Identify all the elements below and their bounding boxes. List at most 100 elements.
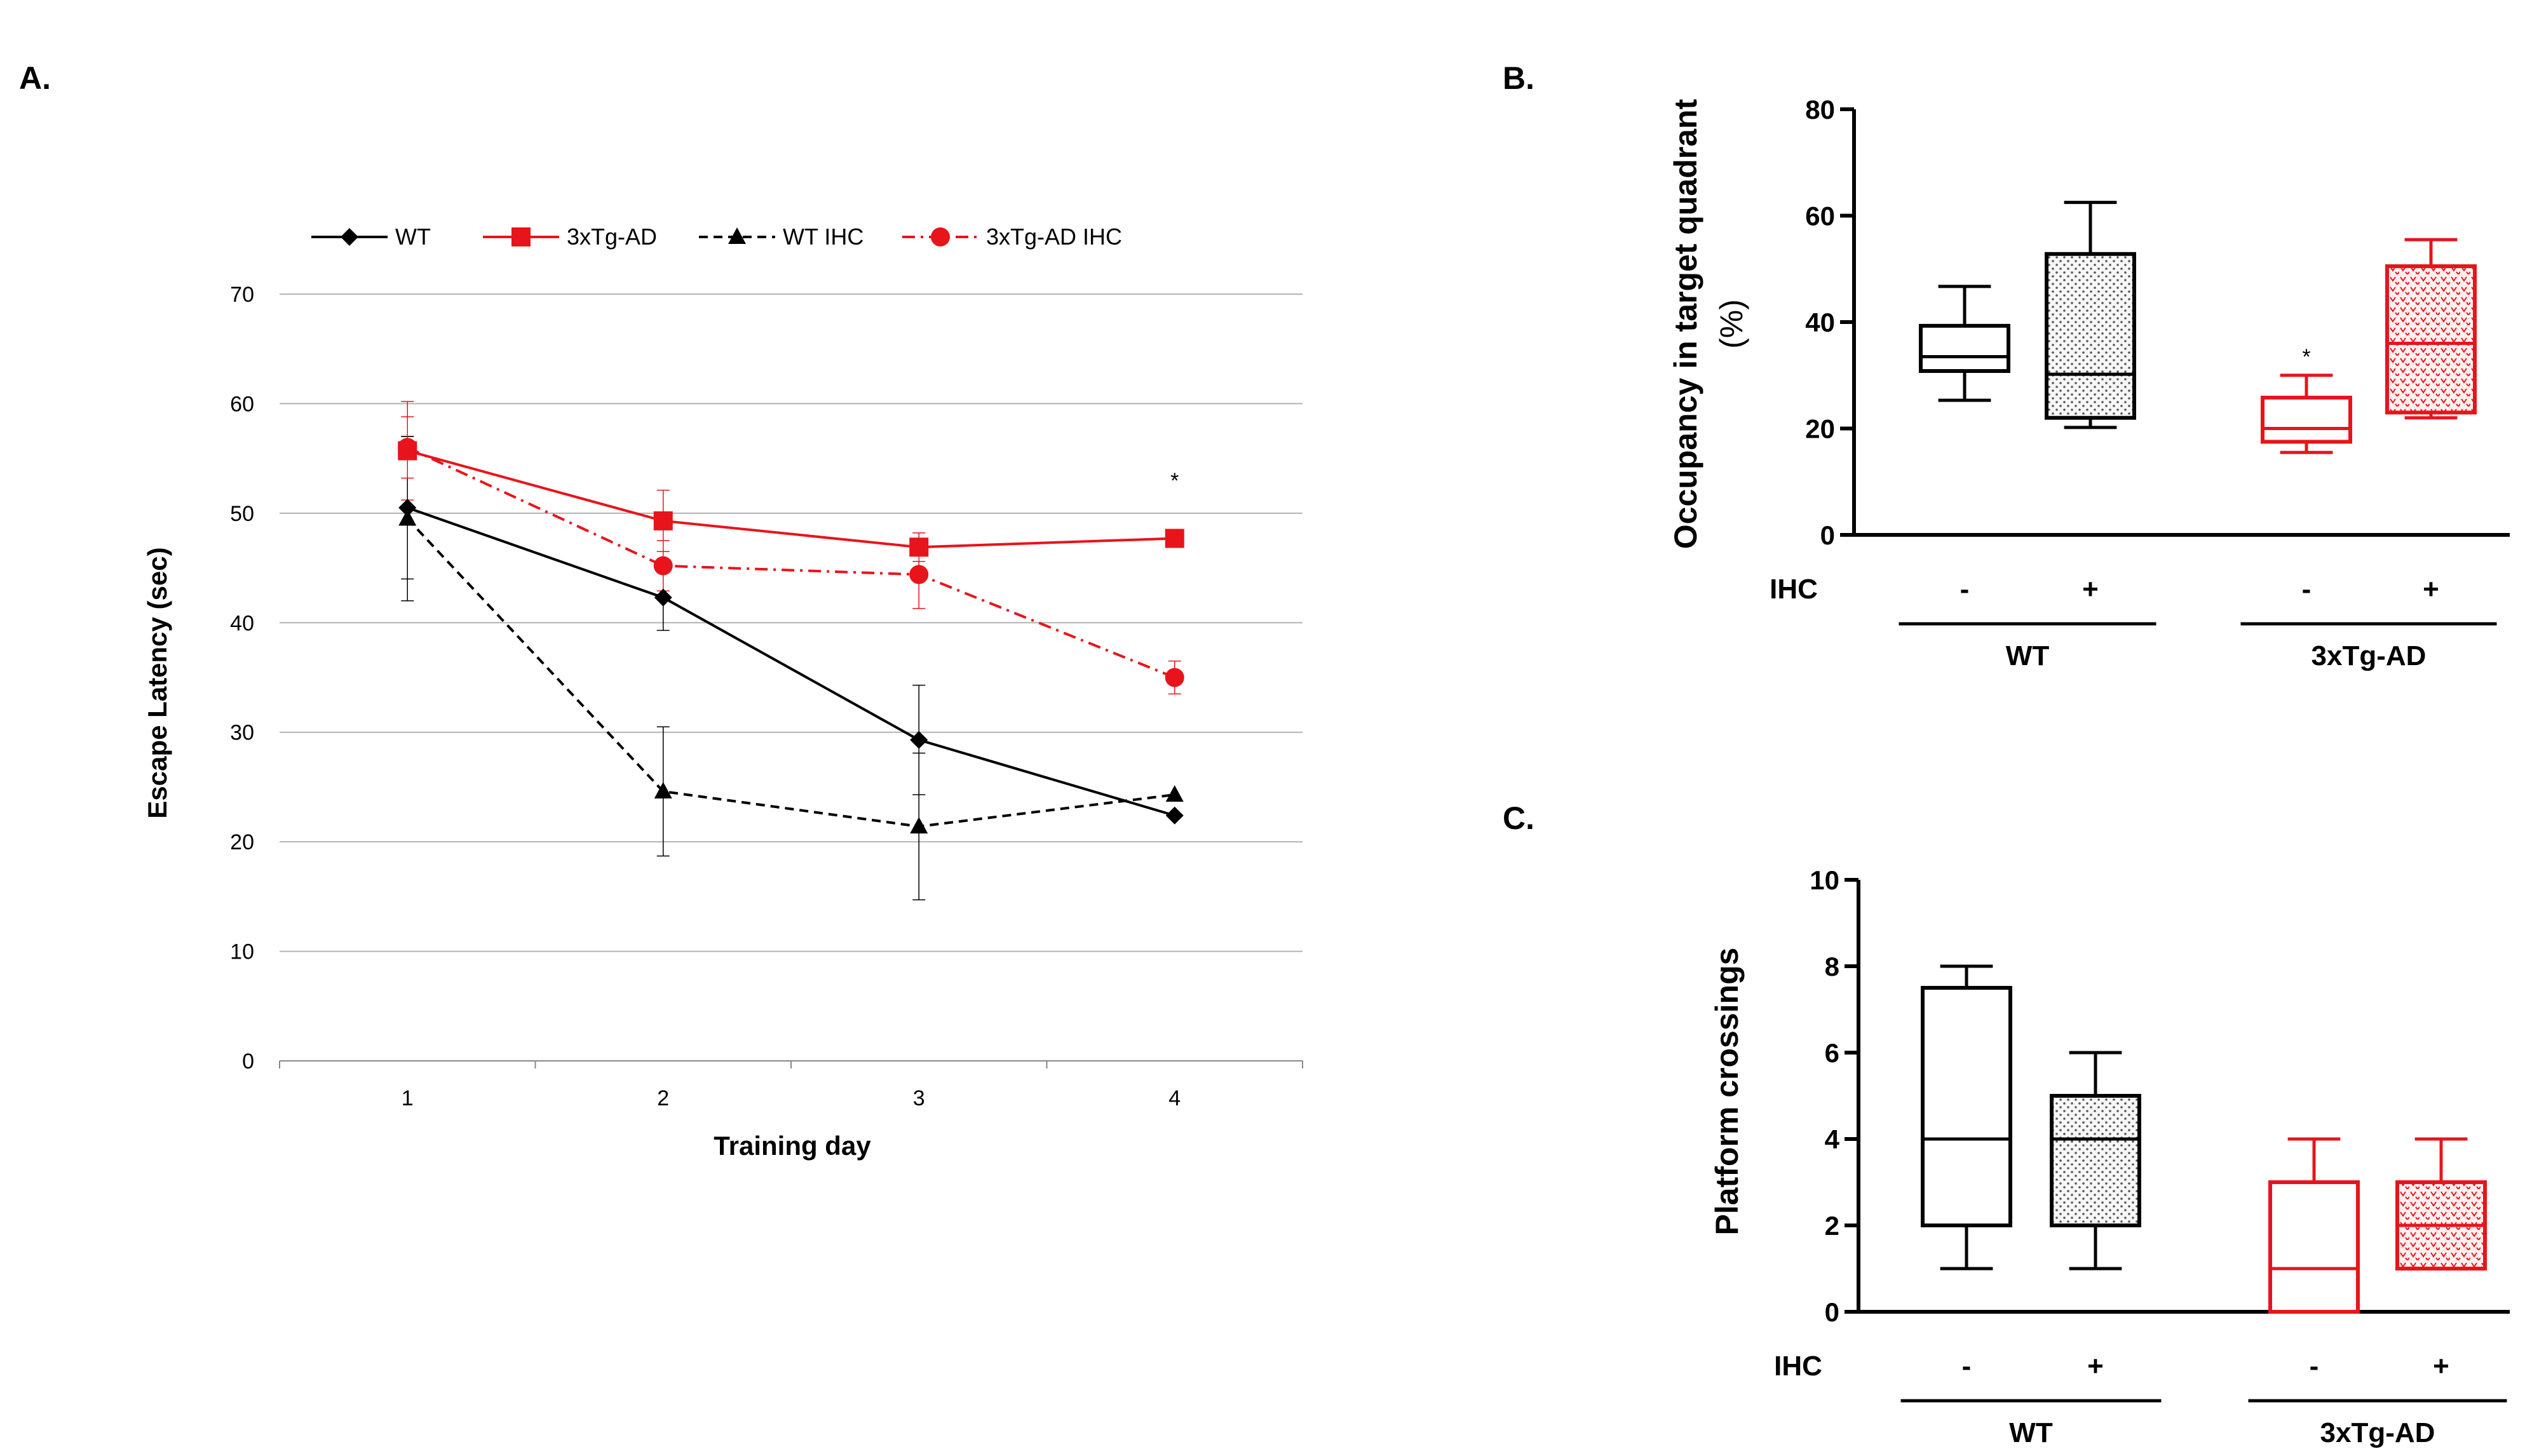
a-x-tick-labels: 1 2 3 4 [402,1086,1181,1110]
a-marker-3xtg-ad-ihc [1165,668,1184,687]
c-y-tick-label: 6 [1825,1038,1839,1068]
legend-label-wt-ihc: WT IHC [783,224,863,250]
c-box-3xtg-ad-ihc-minus-iqr-box [2268,1180,2360,1314]
legend-marker-wt [341,228,358,246]
c-y-axis-title: Platform crossings [1709,948,1745,1236]
a-y-tick-label: 60 [230,392,254,416]
c-y-tick-label: 10 [1810,865,1839,895]
a-y-tick-label: 30 [230,721,254,745]
c-box-wt-ihc-minus-iqr-box [1921,986,2012,1227]
panel-a-line-chart: 0 10 20 30 40 50 60 70 1 2 3 4 WT 3xTg-AD WT IHC 3xTg… [142,224,1303,1161]
b-y-tick-labels: 0 20 40 60 80 [1805,95,1835,550]
c-y-tick-labels: 0 2 4 6 8 10 [1810,865,1839,1327]
a-series-lines [406,446,1175,828]
b-ihc-sign: + [2423,574,2439,605]
c-y-tick-label: 4 [1825,1124,1840,1154]
c-y-axis [1845,878,2510,1314]
b-box-3xtg-ad-ihc-minus-iqr-box [2261,395,2352,444]
a-x-tick-label: 4 [1168,1086,1181,1110]
b-significance-star: * [2302,345,2310,369]
b-y-tick-label: 60 [1805,201,1835,231]
panel-c-label: C. [1503,800,1534,836]
b-y-tick-label: 40 [1805,307,1835,337]
legend-marker-3xtg-ad-ihc [931,227,950,246]
b-y-axis-title-line1: Occupancy in target quadrant [1668,98,1703,549]
a-marker-3xtg-ad-ihc [909,565,929,584]
legend-marker-wt-ihc [728,227,746,244]
a-marker-wt-ihc [910,817,928,834]
a-y-tick-labels: 0 10 20 30 40 50 60 70 [230,283,254,1074]
a-series-markers [398,438,1184,834]
b-ihc-sign: - [1960,574,1970,605]
b-group-label-wt: WT [2006,640,2050,671]
a-marker-3xtg-ad-ihc [653,556,673,576]
a-marker-3xtg-ad-ihc [398,438,417,457]
a-error-bars [401,401,1181,901]
a-significance-star: * [1170,469,1179,493]
b-y-tick-label: 80 [1805,95,1835,125]
a-marker-wt [1165,806,1184,825]
c-ihc-sign: + [2087,1351,2104,1382]
a-y-tick-label: 20 [230,830,254,854]
legend-marker-3xtg-ad [511,227,531,246]
b-y-tick-label: 20 [1805,414,1835,444]
c-ihc-sign: - [1962,1351,1972,1382]
c-boxes [1921,964,2487,1314]
c-ihc-row-label: IHC [1774,1351,1822,1382]
a-series-line-wt-ihc [406,518,1175,828]
b-box-3xtg-ad-ihc-plus-iqr-box [2385,264,2477,415]
a-marker-3xtg-ad [653,511,673,530]
a-marker-wt [654,588,672,607]
a-y-tick-label: 0 [242,1049,254,1074]
b-boxes [1919,201,2477,454]
b-ihc-row: IHC - + - + [1770,574,2439,605]
b-group-label-3xtg-ad: 3xTg-AD [2312,640,2427,671]
a-marker-3xtg-ad [909,537,929,557]
a-y-tick-label: 40 [230,611,254,635]
legend-label-3xtg-ad-ihc: 3xTg-AD IHC [986,224,1122,250]
a-marker-wt-ihc [1165,785,1184,802]
a-series-line-3xtg-ad-ihc [407,446,1175,679]
a-marker-wt [398,499,417,517]
b-y-axis-title-line2: (%) [1714,299,1749,349]
c-group-label-wt: WT [2009,1417,2053,1448]
b-y-tick-label: 0 [1820,520,1835,550]
a-series-line-wt [407,506,1175,817]
c-box-wt-ihc-plus-iqr-box [2050,1094,2141,1227]
panel-b-box-plot: 0 20 40 60 80 IHC - + - + WT 3xTg-AD * Occupancy … [1668,95,2510,671]
b-ihc-row-label: IHC [1770,574,1818,605]
c-ihc-row: IHC - + - + [1774,1351,2449,1382]
c-y-tick-label: 2 [1825,1211,1839,1241]
a-axes [279,1060,1303,1068]
b-group-labels: WT 3xTg-AD [1899,622,2497,671]
c-y-tick-label: 8 [1825,952,1839,981]
b-ihc-sign: + [2082,574,2099,605]
a-y-tick-label: 50 [230,502,254,526]
a-marker-wt-ihc [654,781,672,799]
a-legend: WT 3xTg-AD WT IHC 3xTg-AD IHC [311,224,1122,250]
a-x-tick-label: 3 [913,1086,925,1110]
a-marker-wt-ihc [398,509,417,526]
panel-b-label: B. [1503,60,1534,96]
legend-label-wt: WT [395,224,431,250]
c-group-labels: WT 3xTg-AD [1900,1399,2507,1448]
b-box-wt-ihc-minus-iqr-box [1919,323,2010,374]
a-x-axis-title: Training day [714,1131,871,1161]
panel-c-box-plot: 0 2 4 6 8 10 IHC - + - + WT 3xTg-AD Platform cross… [1709,865,2510,1448]
b-box-wt-ihc-plus-iqr-box [2045,252,2136,420]
a-gridlines [280,293,1303,952]
a-y-tick-label: 70 [230,283,254,307]
panel-a-label: A. [19,60,51,96]
c-group-label-3xtg-ad: 3xTg-AD [2320,1417,2435,1448]
b-ihc-sign: - [2302,574,2312,605]
a-x-tick-label: 2 [657,1086,669,1110]
a-y-tick-label: 10 [230,940,254,964]
b-y-axis [1840,107,2510,537]
a-x-tick-label: 1 [402,1086,414,1110]
c-y-tick-label: 0 [1825,1297,1839,1327]
a-marker-3xtg-ad [1165,529,1184,548]
c-ihc-sign: + [2433,1351,2449,1382]
a-marker-wt [910,731,928,749]
legend-label-3xtg-ad: 3xTg-AD [567,224,657,250]
